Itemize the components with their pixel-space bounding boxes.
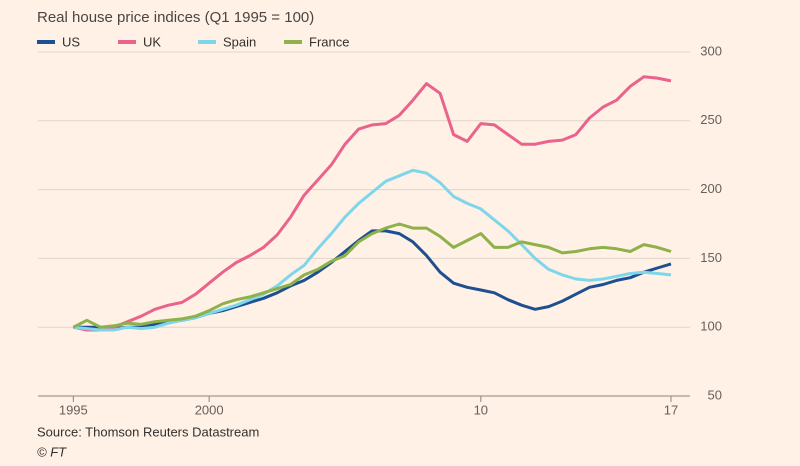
source: Source: Thomson Reuters Datastream [37,424,259,439]
y-tick-label: 250 [700,112,722,127]
x-tick-label: 10 [474,402,488,417]
legend-label: Spain [223,34,256,49]
legend-label: US [62,34,80,49]
x-tick-label: 1995 [59,402,88,417]
x-tick-label: 2000 [195,402,224,417]
series-line [72,75,672,332]
legend-label: UK [143,34,161,49]
y-tick-label: 50 [708,387,722,402]
y-tick-label: 150 [700,250,722,265]
series-line [72,222,672,329]
x-tick-label: 17 [664,402,678,417]
chart-title: Real house price indices (Q1 1995 = 100) [37,9,314,26]
y-tick-label: 100 [700,319,722,334]
credit: © FT [37,444,67,459]
y-tick-label: 300 [700,43,722,58]
y-tick-label: 200 [700,181,722,196]
series-line [73,168,672,332]
legend-label: France [309,34,349,49]
